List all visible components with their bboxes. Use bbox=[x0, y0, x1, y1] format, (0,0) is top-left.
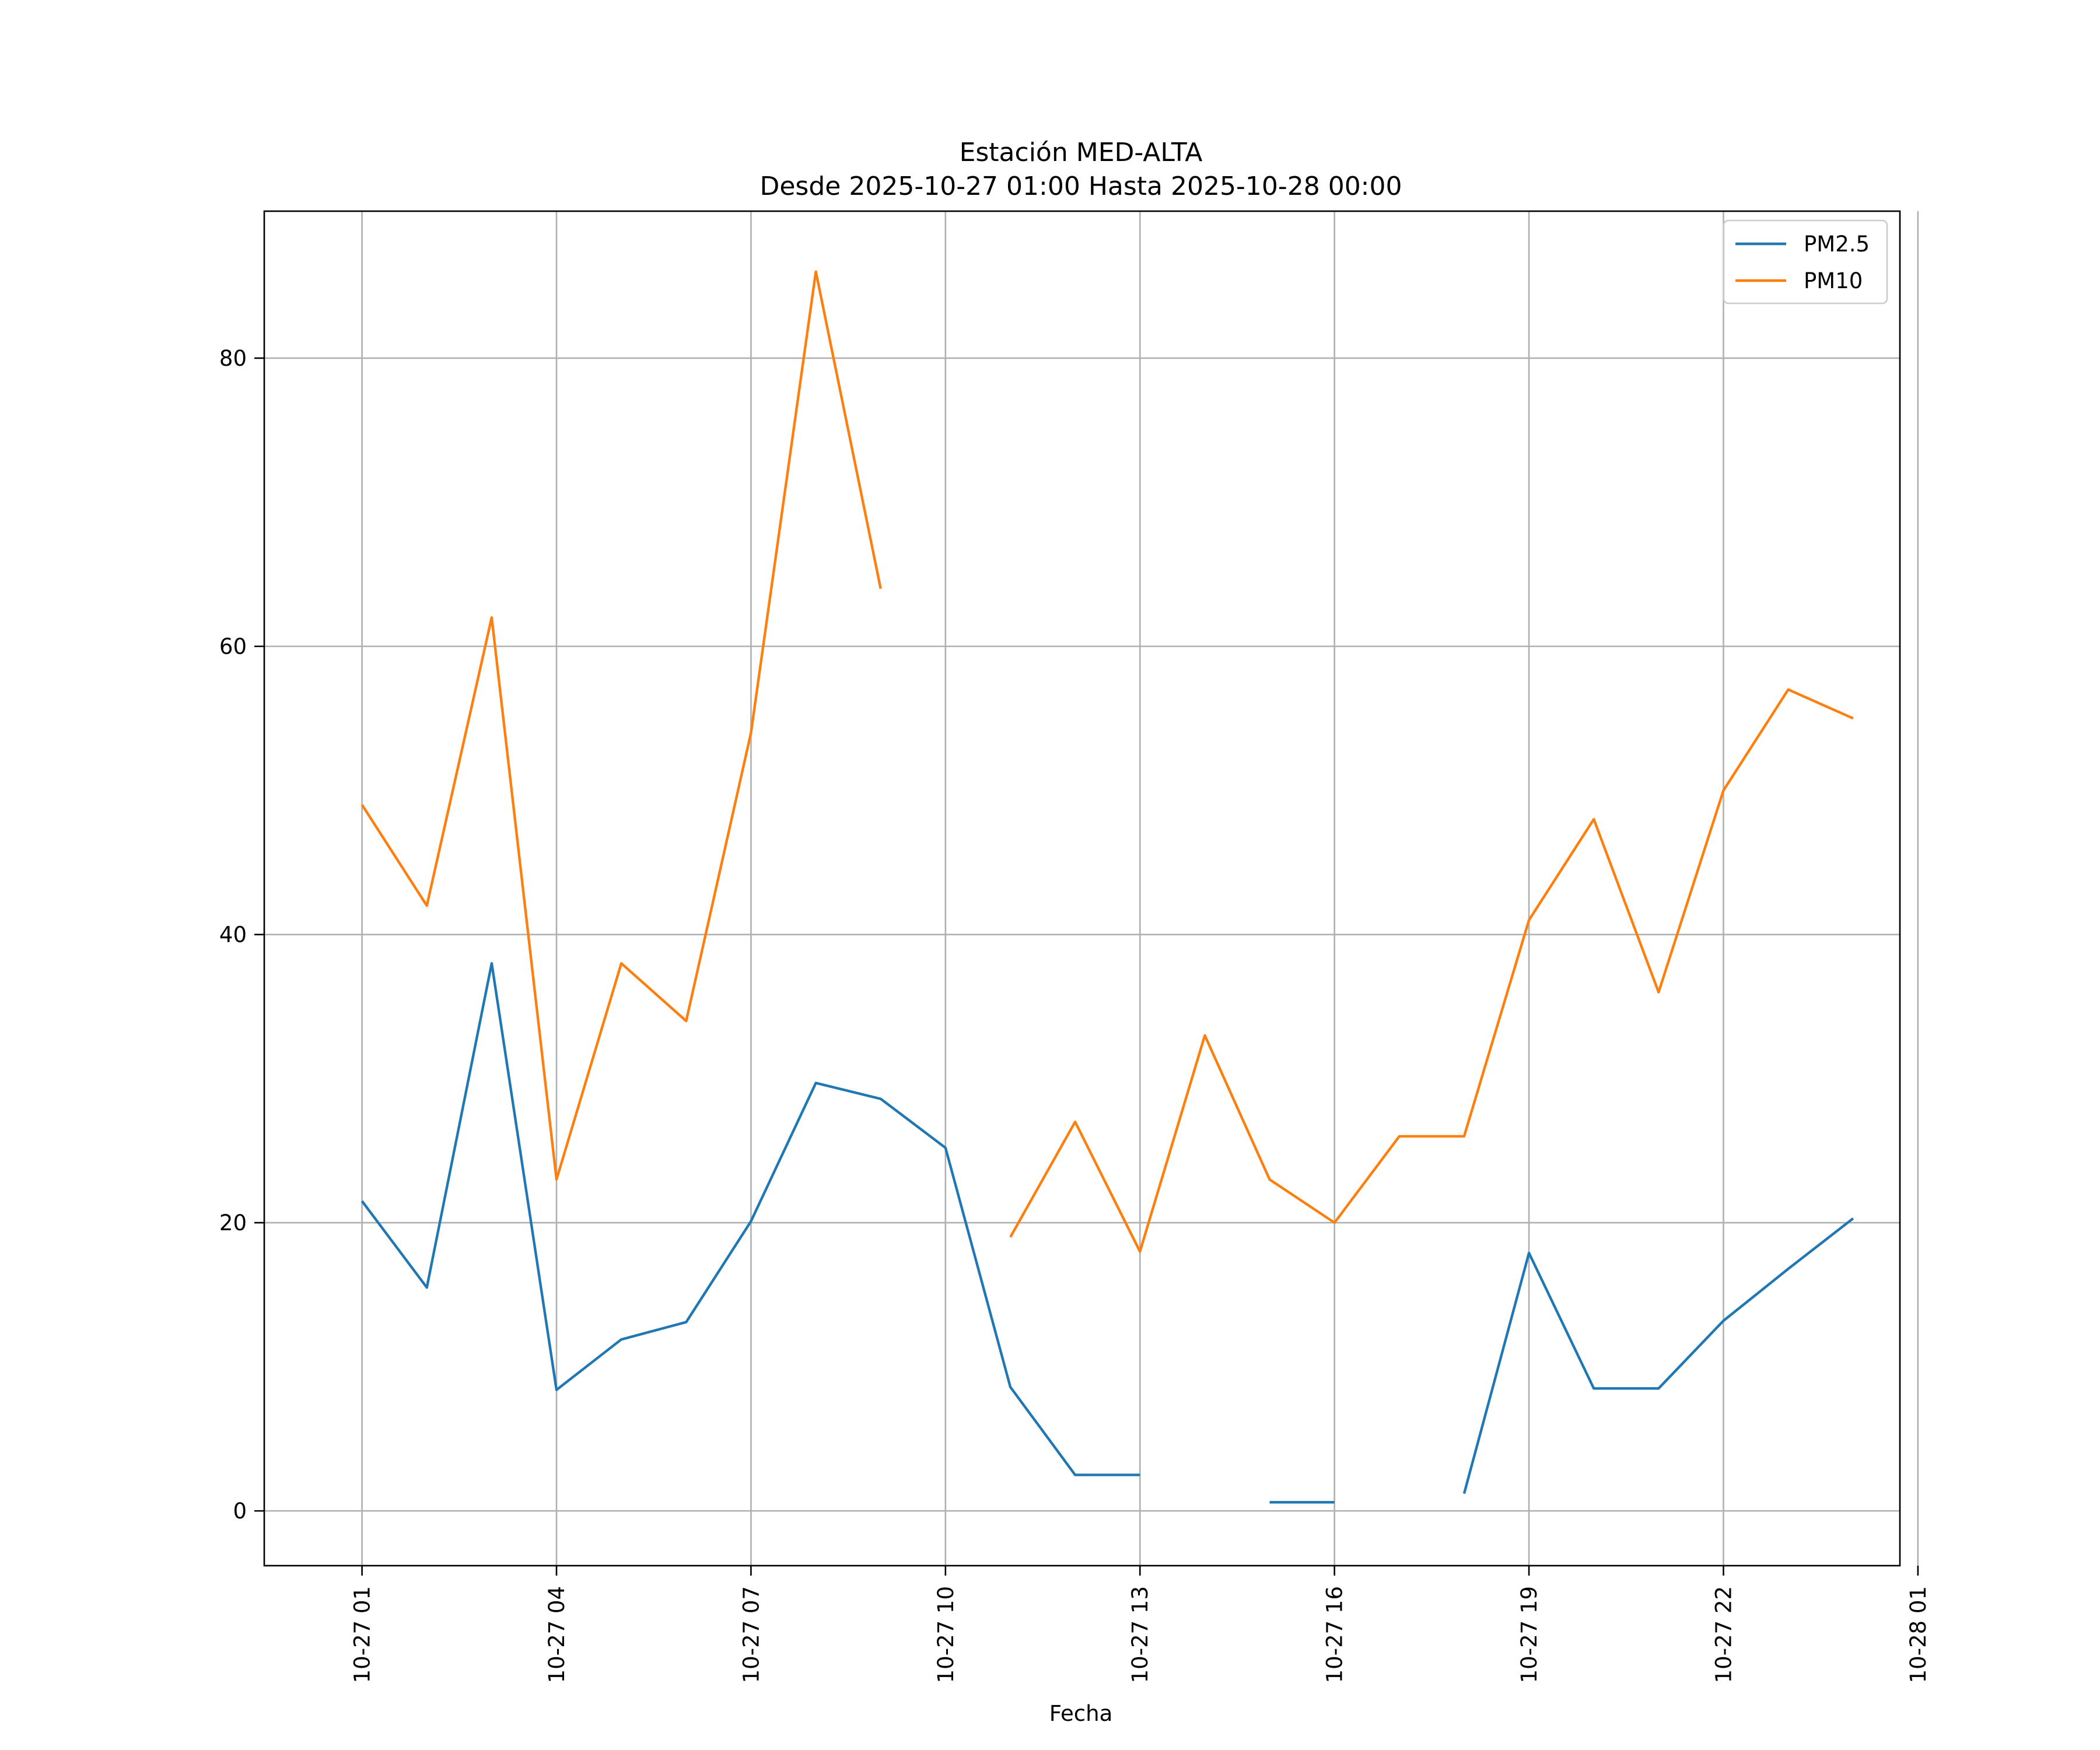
y-tick-label: 60 bbox=[219, 634, 247, 659]
y-tick-label: 0 bbox=[233, 1499, 247, 1524]
series-line-pm25 bbox=[360, 962, 1140, 1476]
legend-label-pm25: PM2.5 bbox=[1804, 232, 1870, 257]
y-axis: 0 20 40 60 80 bbox=[219, 346, 264, 1524]
y-tick-label: 40 bbox=[219, 922, 247, 947]
y-tick-label: 80 bbox=[219, 346, 247, 371]
x-tick-label: 10-27 01 bbox=[350, 1586, 375, 1683]
grid-lines bbox=[264, 211, 1919, 1566]
legend-label-pm10: PM10 bbox=[1804, 268, 1863, 293]
x-tick-label: 10-27 19 bbox=[1517, 1586, 1542, 1683]
x-axis-label: Fecha bbox=[1049, 1701, 1113, 1726]
plot-frame bbox=[263, 210, 1901, 1567]
chart-title: Estación MED-ALTA bbox=[960, 138, 1203, 167]
series-line-pm10 bbox=[1009, 688, 1854, 1253]
series-line-pm25 bbox=[1462, 1217, 1854, 1494]
series-lines bbox=[360, 270, 1854, 1504]
legend: PM2.5 PM10 bbox=[1723, 219, 1888, 304]
x-tick-label: 10-27 10 bbox=[933, 1586, 958, 1683]
x-tick-label: 10-27 13 bbox=[1128, 1586, 1153, 1683]
x-tick-label: 10-27 04 bbox=[544, 1586, 569, 1683]
chart-subtitle: Desde 2025-10-27 01:00 Hasta 2025-10-28 … bbox=[760, 172, 1402, 201]
x-tick-label: 10-27 16 bbox=[1322, 1586, 1348, 1683]
x-tick-label: 10-27 22 bbox=[1711, 1586, 1736, 1683]
series-line-pm10 bbox=[360, 270, 882, 1181]
legend-box bbox=[1723, 219, 1888, 304]
x-tick-label: 10-28 01 bbox=[1906, 1586, 1931, 1683]
x-axis: 10-27 01 10-27 04 10-27 07 10-27 10 10-27 13… bbox=[350, 1566, 1931, 1683]
y-tick-label: 20 bbox=[219, 1210, 247, 1236]
x-tick-label: 10-27 07 bbox=[738, 1586, 764, 1683]
